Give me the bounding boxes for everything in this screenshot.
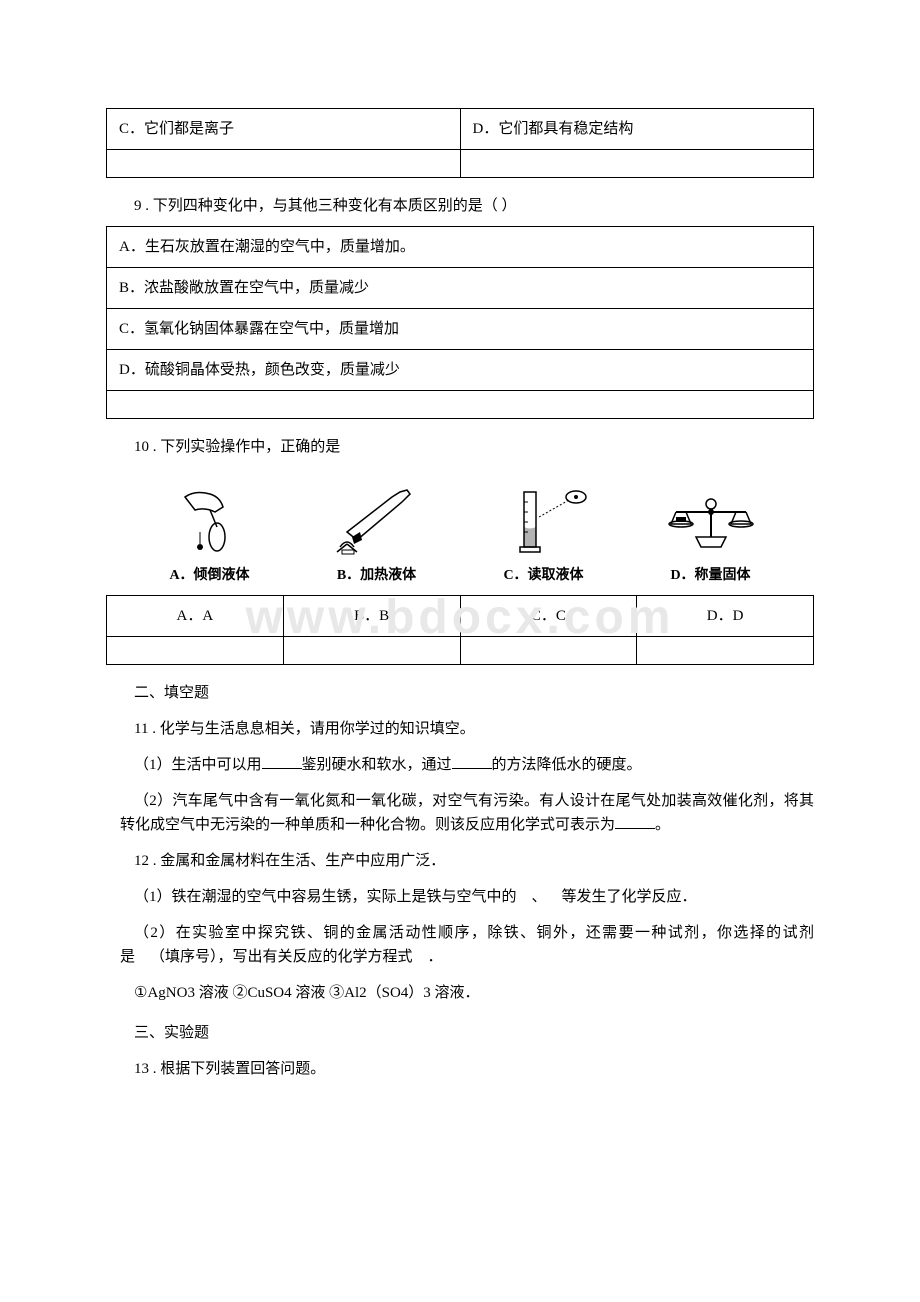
q12-part2: （2）在实验室中探究铁、铜的金属活动性顺序，除铁、铜外，还需要一种试剂，你选择的… [120, 921, 814, 969]
q12-p1-text-b: 、 [532, 889, 547, 905]
q12-p1-text-a: （1）铁在潮湿的空气中容易生锈，实际上是铁与空气中的 [134, 889, 517, 905]
section-3-title: 三、实验题 [134, 1021, 814, 1045]
q11-p1-text-c: 的方法降低水的硬度。 [492, 757, 642, 773]
table-row: C．它们都是离子 D．它们都具有稳定结构 [107, 109, 814, 150]
q12-p2-text-c: ． [428, 949, 443, 965]
q12-part3: ①AgNO3 溶液 ②CuSO4 溶液 ③Al2（SO4）3 溶液． [134, 981, 814, 1005]
q10-stem: 10 . 下列实验操作中，正确的是 [134, 435, 814, 459]
figure-a-caption: A．倾倒液体 [126, 565, 293, 587]
q11-p1-text-b: 鉴别硬水和软水，通过 [302, 757, 452, 773]
option-d: D．硫酸铜晶体受热，颜色改变，质量减少 [107, 350, 814, 391]
empty-cell [107, 637, 284, 665]
q12-p1-text-c: 等发生了化学反应． [562, 889, 697, 905]
figure-c: C．读取液体 [460, 479, 627, 587]
answer-a: A．A [107, 596, 284, 637]
option-c: C．它们都是离子 [107, 109, 461, 150]
q11-p1-text-a: （1）生活中可以用 [134, 757, 262, 773]
blank [262, 768, 302, 769]
q12-p2-text-b: （填序号），写出有关反应的化学方程式 [150, 949, 413, 965]
table-row [107, 391, 814, 419]
q13-stem: 13 . 根据下列装置回答问题。 [134, 1057, 814, 1081]
table-row: A．A B．B C．C D．D [107, 596, 814, 637]
option-d: D．它们都具有稳定结构 [460, 109, 814, 150]
figure-d-caption: D．称量固体 [627, 565, 794, 587]
figure-b: B．加热液体 [293, 479, 460, 587]
q12-part1: （1）铁在潮湿的空气中容易生锈，实际上是铁与空气中的 、 等发生了化学反应． [120, 885, 814, 909]
figure-a: A．倾倒液体 [126, 479, 293, 587]
heat-liquid-icon [293, 479, 460, 559]
option-a: A．生石灰放置在潮湿的空气中，质量增加。 [107, 227, 814, 268]
answer-b: B．B [283, 596, 460, 637]
q11-stem: 11 . 化学与生活息息相关，请用你学过的知识填空。 [134, 717, 814, 741]
table-row: A．生石灰放置在潮湿的空气中，质量增加。 [107, 227, 814, 268]
table-row: D．硫酸铜晶体受热，颜色改变，质量减少 [107, 350, 814, 391]
empty-cell [283, 637, 460, 665]
pour-liquid-icon [126, 479, 293, 559]
option-c: C．氢氧化钠固体暴露在空气中，质量增加 [107, 309, 814, 350]
blank [615, 828, 655, 829]
option-b: B．浓盐酸敞放置在空气中，质量减少 [107, 268, 814, 309]
figure-b-caption: B．加热液体 [293, 565, 460, 587]
answer-c: C．C [460, 596, 637, 637]
q8-options-table: C．它们都是离子 D．它们都具有稳定结构 [106, 108, 814, 178]
figure-d: D．称量固体 [627, 479, 794, 587]
empty-cell [460, 637, 637, 665]
q11-part2: （2）汽车尾气中含有一氧化氮和一氧化碳，对空气有污染。有人设计在尾气处加装高效催… [120, 789, 814, 837]
answer-d: D．D [637, 596, 814, 637]
q12-stem: 12 . 金属和金属材料在生活、生产中应用广泛． [134, 849, 814, 873]
q9-options-table: A．生石灰放置在潮湿的空气中，质量增加。 B．浓盐酸敞放置在空气中，质量减少 C… [106, 226, 814, 419]
q10-answer-table: A．A B．B C．C D．D [106, 595, 814, 665]
weigh-solid-icon [627, 479, 794, 559]
q11-p2-text-a: （2）汽车尾气中含有一氧化氮和一氧化碳，对空气有污染。有人设计在尾气处加装高效催… [120, 793, 814, 833]
q9-stem: 9 . 下列四种变化中，与其他三种变化有本质区别的是（ ） [134, 194, 814, 218]
table-row: B．浓盐酸敞放置在空气中，质量减少 [107, 268, 814, 309]
empty-cell [107, 391, 814, 419]
q11-p2-text-b: 。 [655, 817, 670, 833]
table-row [107, 637, 814, 665]
table-row: C．氢氧化钠固体暴露在空气中，质量增加 [107, 309, 814, 350]
read-liquid-icon [460, 479, 627, 559]
section-2-title: 二、填空题 [134, 681, 814, 705]
q10-answer-wrapper: www.bdocx.com A．A B．B C．C D．D [106, 595, 814, 665]
q10-figures: A．倾倒液体 B．加热液体 [106, 479, 814, 587]
blank [452, 768, 492, 769]
figure-c-caption: C．读取液体 [460, 565, 627, 587]
table-row [107, 150, 814, 178]
q11-part1: （1）生活中可以用 鉴别硬水和软水，通过 的方法降低水的硬度。 [134, 753, 814, 777]
empty-cell [637, 637, 814, 665]
empty-cell [107, 150, 461, 178]
empty-cell [460, 150, 814, 178]
